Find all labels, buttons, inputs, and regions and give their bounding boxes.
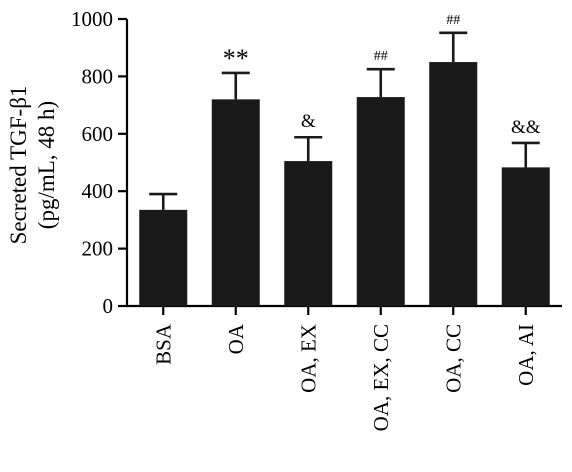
x-tick-label: OA, EX (296, 324, 320, 393)
bar (501, 167, 550, 306)
x-tick-label: OA, AI (514, 324, 538, 386)
significance-markers: ** & ## ## && (223, 13, 541, 138)
error-bar (221, 71, 250, 100)
bar (356, 97, 405, 307)
bar (429, 62, 478, 306)
y-tick-label: 1000 (71, 7, 113, 31)
bars (139, 62, 550, 307)
y-axis-title-line2: (pg/mL, 48 h) (34, 101, 59, 229)
error-bar (511, 141, 540, 168)
y-tick-label: 200 (82, 237, 114, 261)
error-bars (149, 31, 540, 210)
x-tick-labels: BSA OA OA, EX OA, EX, CC OA, CC OA, AI (151, 323, 538, 431)
y-tick-label: 400 (82, 179, 114, 203)
bar (284, 161, 333, 306)
y-axis-title: Secreted TGF-β1 (pg/mL, 48 h) (6, 86, 59, 245)
y-tick-label: 800 (82, 64, 114, 88)
x-tick-label: OA (224, 323, 248, 354)
y-axis-title-line1: Secreted TGF-β1 (6, 86, 31, 245)
significance-marker: & (301, 111, 316, 132)
bar (211, 99, 260, 306)
significance-marker: ## (374, 49, 388, 64)
error-bar (149, 192, 178, 210)
x-tick-label: BSA (151, 323, 175, 365)
error-bar (439, 31, 468, 63)
bar (139, 209, 188, 306)
x-tick-label: OA, EX, CC (369, 324, 393, 431)
significance-marker: && (511, 117, 541, 138)
y-tick-label: 0 (103, 294, 114, 318)
x-tick-label: OA, CC (441, 324, 465, 393)
error-bar (366, 67, 395, 98)
y-tick-label: 600 (82, 122, 114, 146)
axes: 0 200 400 600 800 1000 (71, 7, 562, 318)
significance-marker: ## (446, 13, 460, 28)
significance-marker: ** (223, 44, 249, 73)
error-bar (294, 135, 323, 162)
